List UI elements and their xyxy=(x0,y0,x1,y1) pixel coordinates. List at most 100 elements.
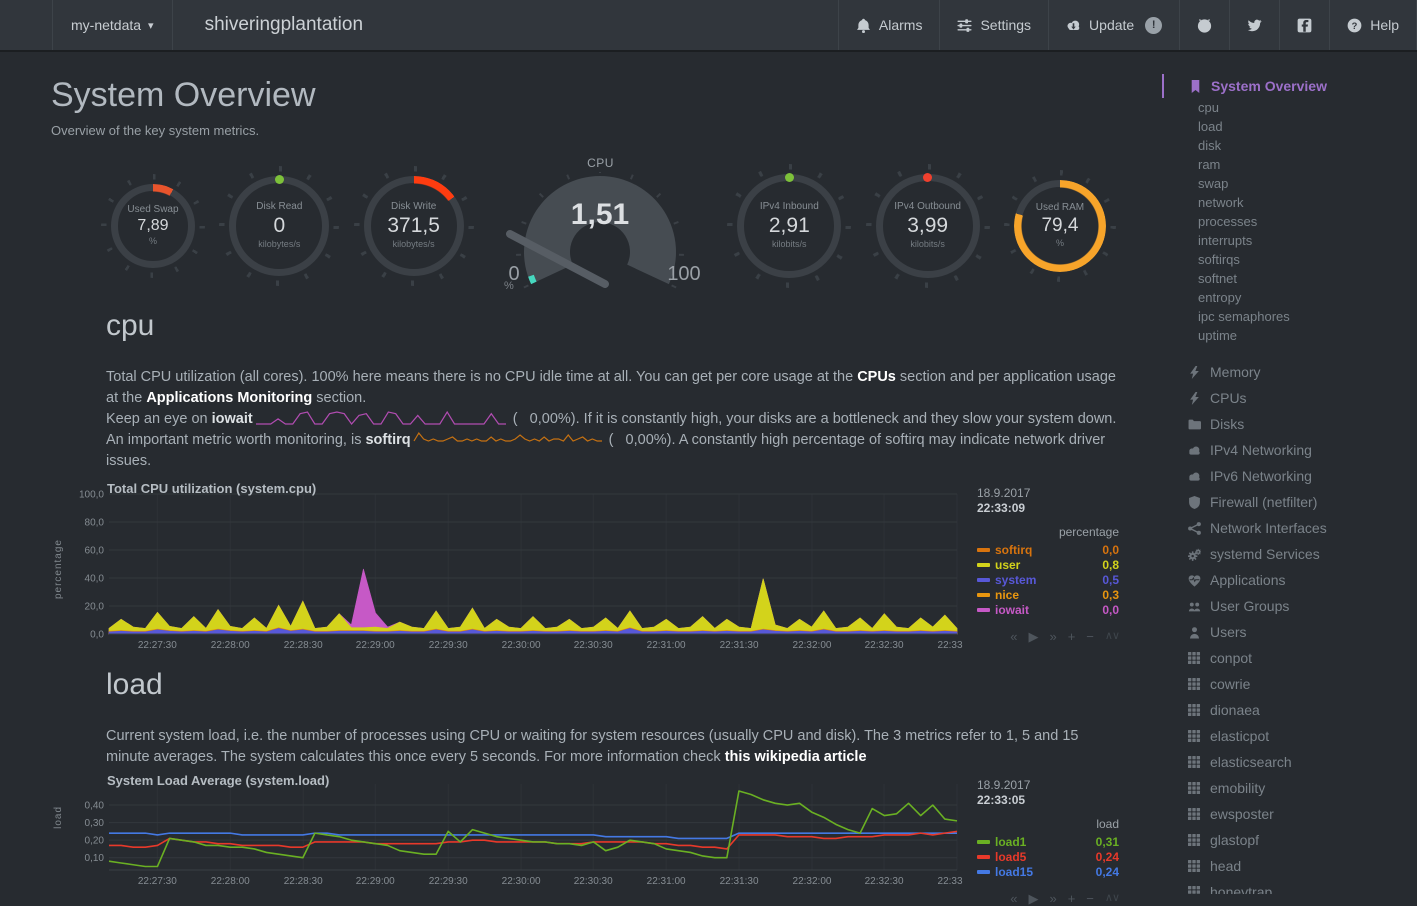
play-icon[interactable]: ▶ xyxy=(1028,630,1038,643)
inline-link[interactable]: this wikipedia article xyxy=(725,749,867,765)
nav-button-facebook[interactable] xyxy=(1279,0,1329,50)
sidebar-item-interrupts[interactable]: interrupts xyxy=(1159,231,1417,250)
svg-text:60,0: 60,0 xyxy=(85,546,105,557)
load-section-description: Current system load, i.e. the number of … xyxy=(106,726,1121,768)
sidebar-item-entropy[interactable]: entropy xyxy=(1159,288,1417,307)
legend-swatch xyxy=(977,578,990,582)
svg-text:?: ? xyxy=(1352,20,1358,30)
grid-icon xyxy=(1187,756,1201,769)
sidebar-item-network-interfaces[interactable]: Network Interfaces xyxy=(1159,515,1417,541)
zoom-in-icon[interactable]: + xyxy=(1068,630,1076,643)
load-chart-plot-area[interactable]: System Load Average (system.load) load 2… xyxy=(51,776,963,905)
svg-text:1,51: 1,51 xyxy=(571,198,629,231)
legend-units-header: percentage xyxy=(977,525,1119,539)
svg-text:22:28:00: 22:28:00 xyxy=(211,876,250,887)
nav-button-help[interactable]: ?Help xyxy=(1329,0,1417,50)
gauge-track xyxy=(737,174,841,278)
nav-button-alarms[interactable]: Alarms xyxy=(838,0,940,50)
sidebar-item-ewsposter[interactable]: ewsposter xyxy=(1159,801,1417,827)
sidebar-item-ram[interactable]: ram xyxy=(1159,155,1417,174)
nav-button-settings[interactable]: Settings xyxy=(939,0,1048,50)
my-netdata-dropdown[interactable]: my-netdata ▾ xyxy=(53,0,173,50)
sidebar-item-user-groups[interactable]: User Groups xyxy=(1159,593,1417,619)
svg-text:22:28:00: 22:28:00 xyxy=(211,640,250,651)
sidebar-item-load[interactable]: load xyxy=(1159,117,1417,136)
sidebar-item-ipv4-networking[interactable]: IPv4 Networking xyxy=(1159,437,1417,463)
sidebar-item-disks[interactable]: Disks xyxy=(1159,411,1417,437)
jump-backward-icon[interactable]: « xyxy=(1010,630,1017,643)
sidebar-item-memory[interactable]: Memory xyxy=(1159,359,1417,385)
gauge-ipv4-inbound[interactable]: IPv4 Inbound 2,91 kilobits/s xyxy=(737,174,841,278)
sidebar-item-label: elasticpot xyxy=(1210,728,1269,744)
gauge-disk-read[interactable]: Disk Read 0 kilobytes/s xyxy=(229,176,329,276)
legend-date: 18.9.2017 xyxy=(977,486,1119,500)
sidebar-item-cowrie[interactable]: cowrie xyxy=(1159,671,1417,697)
sidebar-item-users[interactable]: Users xyxy=(1159,619,1417,645)
gauge-arc xyxy=(1014,180,1106,272)
sidebar-item-uptime[interactable]: uptime xyxy=(1159,326,1417,345)
sidebar-item-label: IPv4 Networking xyxy=(1210,442,1312,458)
inline-link[interactable]: CPUs xyxy=(857,369,896,385)
nav-button-update[interactable]: Update! xyxy=(1048,0,1179,50)
caret-down-icon: ▾ xyxy=(148,19,154,32)
sidebar-item-dionaea[interactable]: dionaea xyxy=(1159,697,1417,723)
resize-icon[interactable]: ∧∨ xyxy=(1105,631,1119,642)
sidebar-item-firewall-netfilter-[interactable]: Firewall (netfilter) xyxy=(1159,489,1417,515)
inline-link[interactable]: Applications Monitoring xyxy=(146,390,312,406)
bell-icon xyxy=(856,18,871,33)
hostname-title: shiveringplantation xyxy=(173,0,395,50)
sidebar-item-label: Applications xyxy=(1210,572,1286,588)
sidebar-item-ipv6-networking[interactable]: IPv6 Networking xyxy=(1159,463,1417,489)
sidebar-item-system-overview[interactable]: System Overview xyxy=(1162,74,1417,98)
nav-button-github[interactable] xyxy=(1179,0,1229,50)
gauge-used-swap[interactable]: Used Swap 7,89 % xyxy=(111,184,195,268)
sidebar-item-cpus[interactable]: CPUs xyxy=(1159,385,1417,411)
sidebar-item-honeytrap[interactable]: honeytrap xyxy=(1159,879,1417,894)
legend-series-value: 0,0 xyxy=(1102,543,1119,557)
sidebar-item-softnet[interactable]: softnet xyxy=(1159,269,1417,288)
gauge-ipv4-outbound[interactable]: IPv4 Outbound 3,99 kilobits/s xyxy=(876,174,980,278)
cpu-chart-plot-area[interactable]: Total CPU utilization (system.cpu) perce… xyxy=(51,484,963,654)
sidebar-item-processes[interactable]: processes xyxy=(1159,212,1417,231)
jump-forward-icon[interactable]: » xyxy=(1049,630,1056,643)
sidebar-item-ipc-semaphores[interactable]: ipc semaphores xyxy=(1159,307,1417,326)
iowait-sparkline xyxy=(255,410,507,426)
zoom-out-icon[interactable]: − xyxy=(1086,630,1094,643)
sliders-icon xyxy=(957,18,972,33)
cpu-section-heading: cpu xyxy=(106,309,1121,343)
load-section: load Current system load, i.e. the numbe… xyxy=(106,668,1121,768)
gauge-used-ram[interactable]: Used RAM 79,4 % xyxy=(1014,180,1106,272)
sidebar-item-disk[interactable]: disk xyxy=(1159,136,1417,155)
sidebar-item-label: ewsposter xyxy=(1210,806,1274,822)
sidebar-item-applications[interactable]: Applications xyxy=(1159,567,1417,593)
sidebar-item-emobility[interactable]: emobility xyxy=(1159,775,1417,801)
legend-series-name: user xyxy=(995,558,1020,572)
sidebar-item-softirqs[interactable]: softirqs xyxy=(1159,250,1417,269)
nav-button-twitter[interactable] xyxy=(1229,0,1279,50)
gauge-disk-write[interactable]: Disk Write 371,5 kilobytes/s xyxy=(364,176,464,276)
legend-swatch xyxy=(977,855,990,859)
resize-icon[interactable]: ∧∨ xyxy=(1105,893,1119,904)
legend-series-value: 0,5 xyxy=(1102,573,1119,587)
sidebar-item-network[interactable]: network xyxy=(1159,193,1417,212)
sidebar-item-conpot[interactable]: conpot xyxy=(1159,645,1417,671)
sidebar-item-systemd-services[interactable]: systemd Services xyxy=(1159,541,1417,567)
sidebar-item-swap[interactable]: swap xyxy=(1159,174,1417,193)
sidebar-item-elasticsearch[interactable]: elasticsearch xyxy=(1159,749,1417,775)
sidebar-item-head[interactable]: head xyxy=(1159,853,1417,879)
sidebar-item-elasticpot[interactable]: elasticpot xyxy=(1159,723,1417,749)
sidebar-item-cpu[interactable]: cpu xyxy=(1159,98,1417,117)
github-icon xyxy=(1197,18,1212,33)
sidebar-item-glastopf[interactable]: glastopf xyxy=(1159,827,1417,853)
